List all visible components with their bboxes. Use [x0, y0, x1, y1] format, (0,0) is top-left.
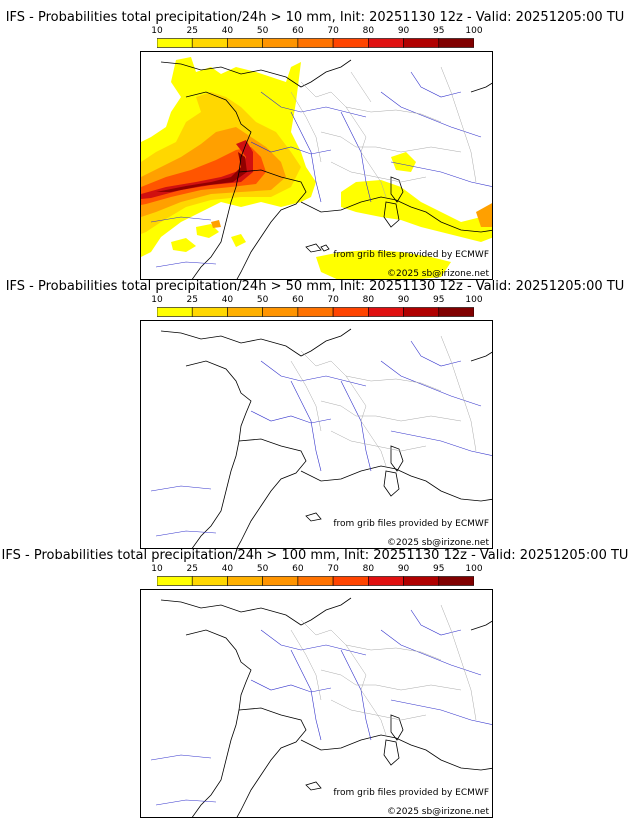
colorbar-tick-label: 10 — [151, 26, 163, 36]
colorbar-tick-label: 100 — [465, 564, 483, 574]
colorbar-tick-label: 25 — [186, 295, 198, 305]
colorbar-segment — [262, 576, 299, 586]
borders — [290, 66, 477, 198]
colorbar-tick-label: 100 — [465, 26, 483, 36]
colorbar-segment — [368, 576, 404, 586]
colorbar-segment — [332, 38, 369, 48]
colorbar-segment — [227, 307, 263, 317]
colorbar-tick-label: 50 — [256, 564, 269, 574]
colorbar: 10 25 40 50 60 70 80 90 95 100 — [151, 26, 483, 48]
colorbar-tick-label: 25 — [186, 564, 198, 574]
colorbar-segment — [297, 38, 334, 48]
colorbar-tick-label: 80 — [362, 26, 375, 36]
colorbar-segment — [297, 307, 334, 317]
colorbar-tick-label: 70 — [327, 295, 339, 305]
colorbar-segment — [332, 307, 369, 317]
colorbar: 10 25 40 50 60 70 80 90 95 100 — [151, 295, 483, 317]
coastline — [160, 597, 492, 817]
colorbar-segment — [332, 576, 369, 586]
colorbar-tick-label: 95 — [433, 26, 445, 36]
colorbar-tick-label: 90 — [397, 26, 410, 36]
colorbar-tick-label: 60 — [292, 564, 304, 574]
colorbar-tick-label: 50 — [256, 26, 269, 36]
map-svg: from grib files provided by ECMWF ©2025 … — [150, 328, 492, 548]
colorbar-segment — [438, 307, 474, 317]
rivers — [150, 609, 492, 806]
rivers — [150, 340, 492, 537]
colorbar-tick-label: 40 — [221, 26, 234, 36]
colorbar-segment — [403, 307, 440, 317]
colorbar-segment — [438, 38, 474, 48]
map-svg: from grib files provided by ECMWF ©2025 … — [141, 57, 492, 279]
colorbar-segment — [262, 38, 299, 48]
colorbar-segment — [157, 576, 193, 586]
colorbar-segment — [227, 38, 263, 48]
colorbar-tick-label: 60 — [292, 26, 304, 36]
colorbar-tick-label: 40 — [221, 295, 234, 305]
credit-source: from grib files provided by ECMWF — [333, 788, 489, 798]
panel-50mm: IFS - Probabilities total precipitation/… — [0, 279, 630, 549]
colorbar-svg — [157, 38, 474, 48]
borders — [290, 335, 477, 467]
colorbar-tick-label: 90 — [397, 295, 410, 305]
colorbar-segment — [191, 576, 228, 586]
colorbar-segment — [438, 576, 474, 586]
map-frame: from grib files provided by ECMWF ©2025 … — [140, 589, 493, 818]
colorbar-segment — [262, 307, 299, 317]
colorbar-segment — [403, 38, 440, 48]
colorbar-tick-label: 10 — [151, 564, 163, 574]
credit-copyright: ©2025 sb@irizone.net — [387, 807, 489, 817]
colorbar-tick-label: 70 — [327, 564, 339, 574]
colorbar-segment — [157, 38, 193, 48]
colorbar-tick-label: 60 — [292, 295, 304, 305]
colorbar-segment — [191, 307, 228, 317]
colorbar-segment — [368, 38, 404, 48]
credit-copyright: ©2025 sb@irizone.net — [387, 538, 489, 548]
colorbar-segment — [157, 307, 193, 317]
colorbar-tick-label: 40 — [221, 564, 234, 574]
colorbar-tick-label: 95 — [433, 295, 445, 305]
colorbar-svg — [157, 576, 474, 586]
colorbar-svg — [157, 307, 474, 317]
colorbar-tick-label: 10 — [151, 295, 163, 305]
panel-title: IFS - Probabilities total precipitation/… — [1, 548, 629, 563]
colorbar-segment — [297, 576, 334, 586]
colorbar: 10 25 40 50 60 70 80 90 95 100 — [151, 564, 483, 586]
colorbar-segment — [191, 38, 228, 48]
panel-100mm: IFS - Probabilities total precipitation/… — [0, 548, 630, 818]
precip-field — [141, 57, 492, 279]
colorbar-tick-label: 90 — [397, 564, 410, 574]
colorbar-tick-label: 50 — [256, 295, 269, 305]
colorbar-tick-label: 25 — [186, 26, 198, 36]
credit-source: from grib files provided by ECMWF — [333, 250, 489, 260]
borders — [290, 604, 477, 736]
map-svg: from grib files provided by ECMWF ©2025 … — [150, 597, 492, 817]
map-frame: from grib files provided by ECMWF ©2025 … — [140, 51, 493, 280]
colorbar-tick-label: 80 — [362, 564, 375, 574]
colorbar-tick-label: 100 — [465, 295, 483, 305]
credit-copyright: ©2025 sb@irizone.net — [387, 269, 489, 279]
panel-10mm: IFS - Probabilities total precipitation/… — [0, 10, 630, 280]
colorbar-segment — [403, 576, 440, 586]
colorbar-tick-label: 80 — [362, 295, 375, 305]
coastline — [160, 59, 492, 279]
panel-title: IFS - Probabilities total precipitation/… — [5, 10, 625, 25]
colorbar-tick-label: 70 — [327, 26, 339, 36]
colorbar-tick-label: 95 — [433, 564, 445, 574]
panel-title: IFS - Probabilities total precipitation/… — [5, 279, 625, 294]
coastline — [160, 328, 492, 548]
colorbar-segment — [368, 307, 404, 317]
colorbar-segment — [227, 576, 263, 586]
map-frame: from grib files provided by ECMWF ©2025 … — [140, 320, 493, 549]
credit-source: from grib files provided by ECMWF — [333, 519, 489, 529]
